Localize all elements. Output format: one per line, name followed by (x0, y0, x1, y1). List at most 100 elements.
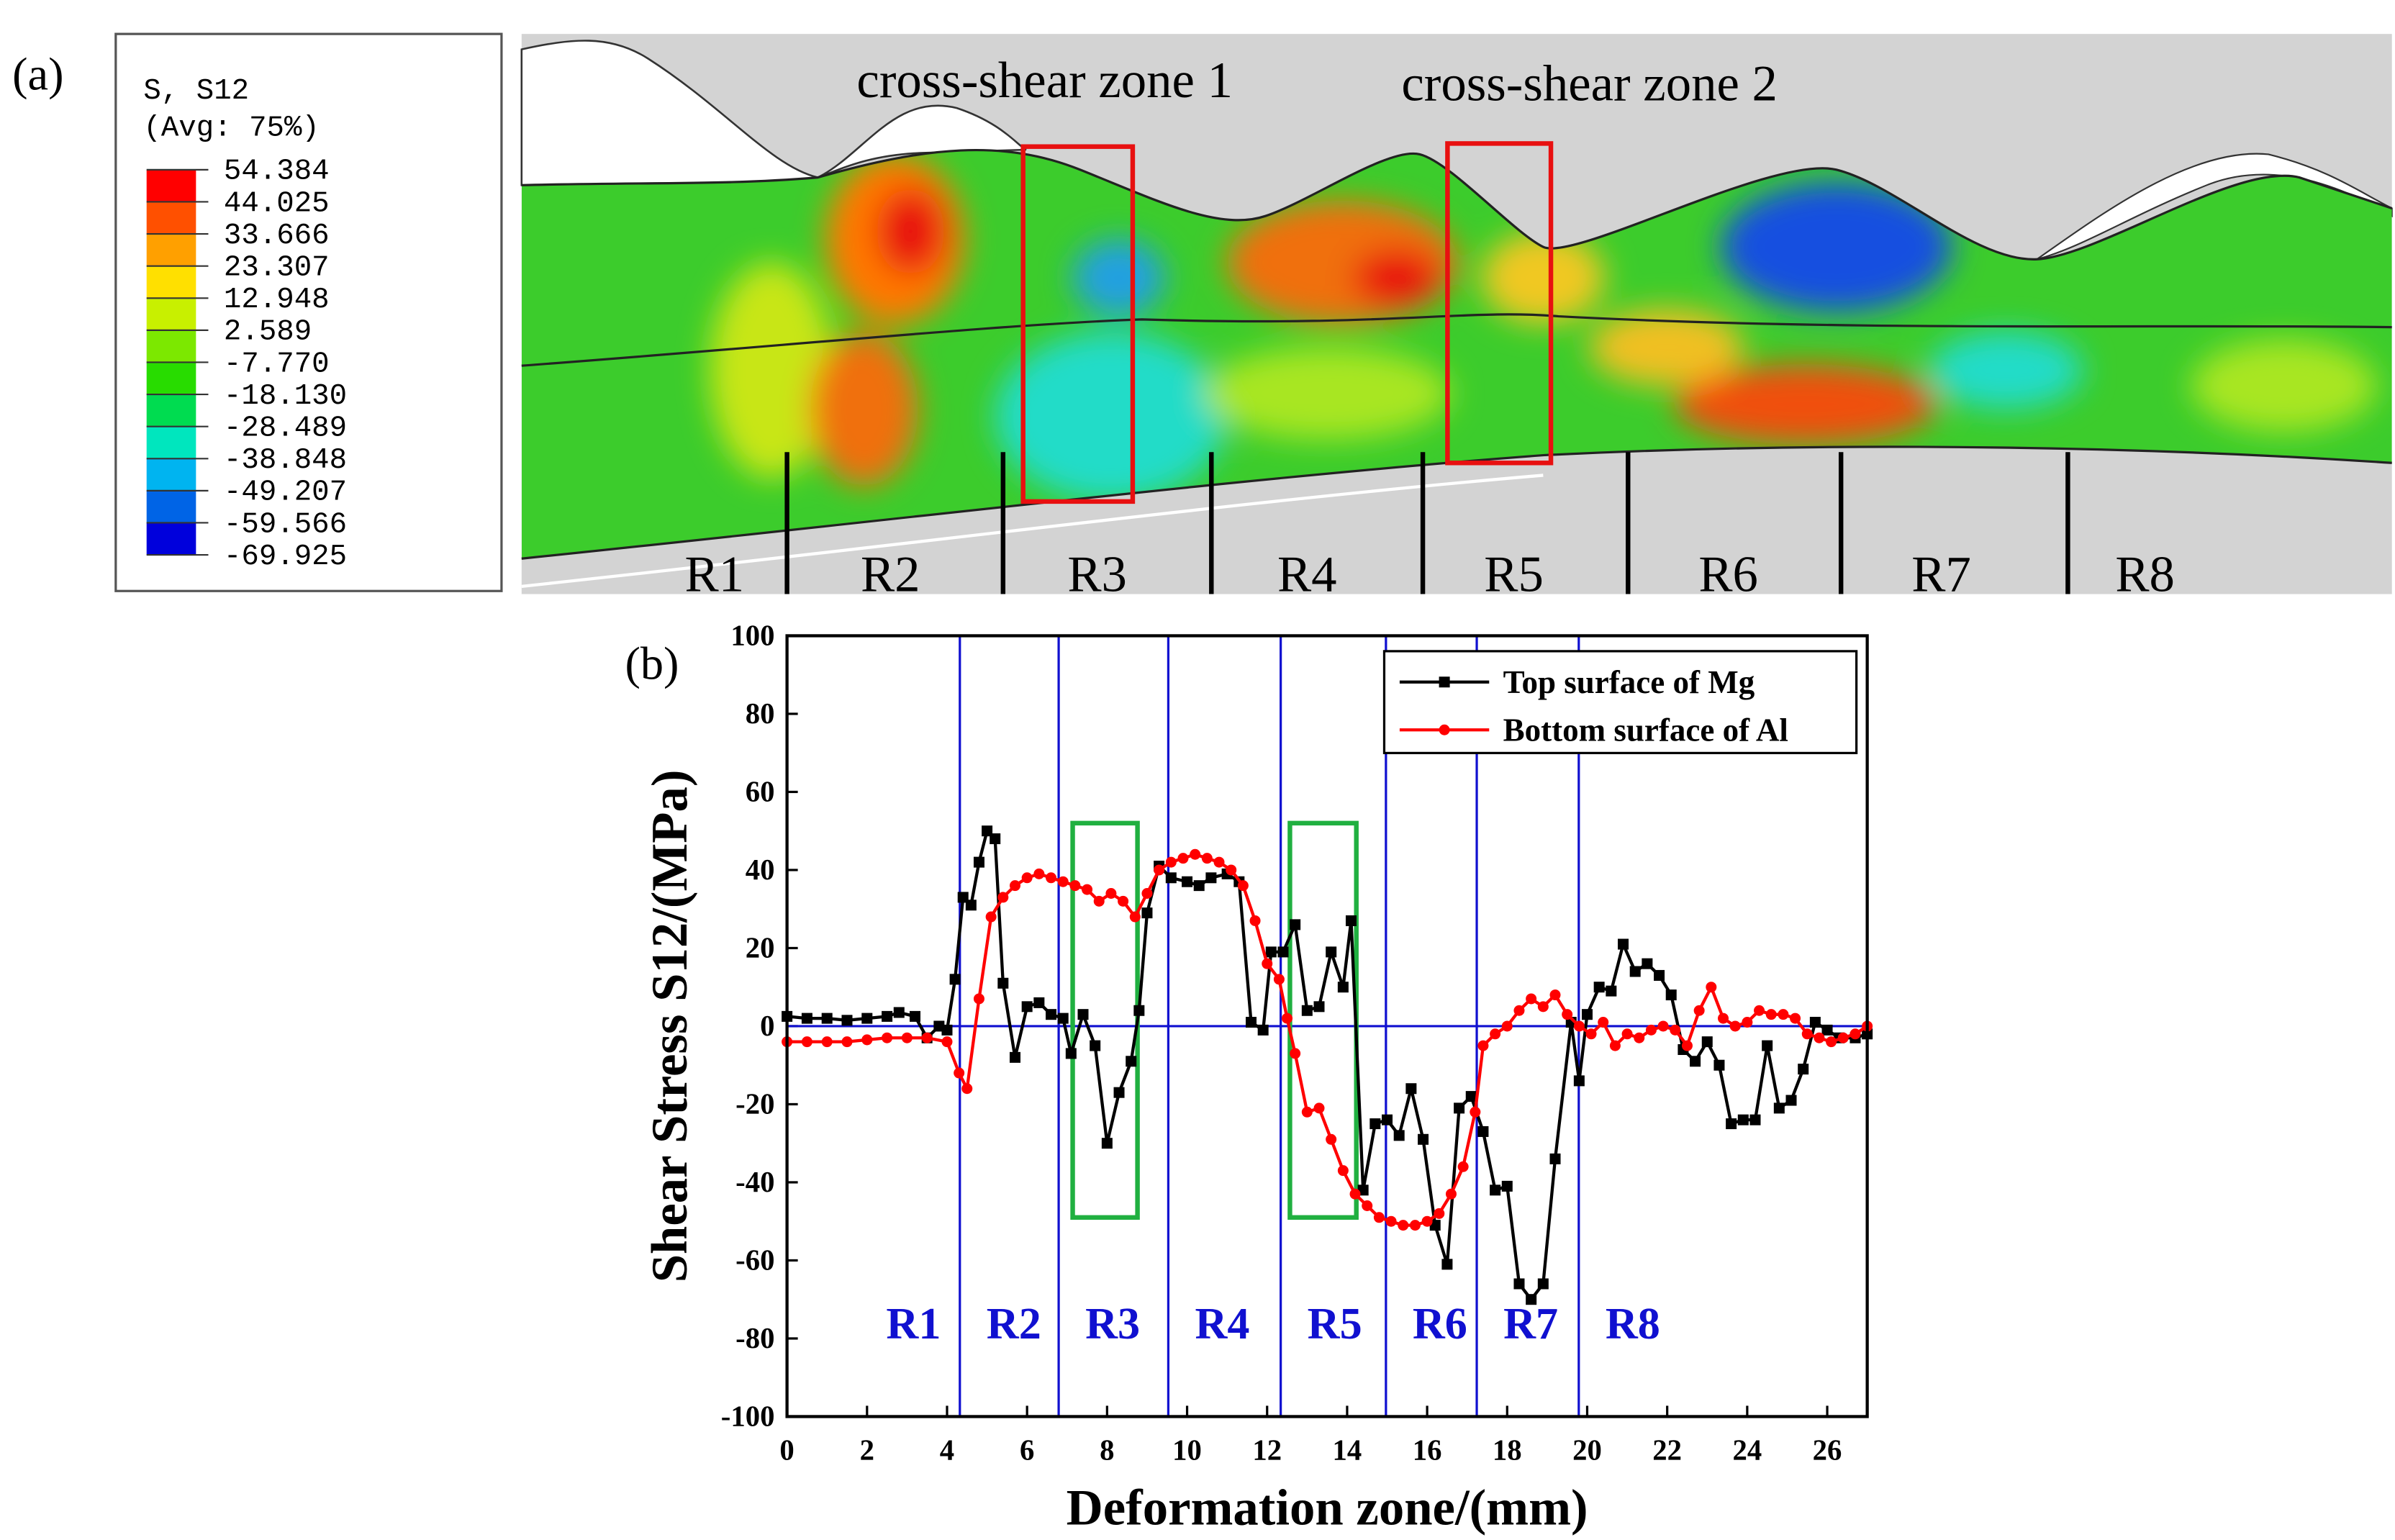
region-label: R3 (1067, 546, 1127, 602)
region-label: R8 (2115, 546, 2175, 602)
point (1065, 1048, 1077, 1059)
contour-level-label: 12.948 (224, 284, 330, 317)
point (1277, 946, 1289, 958)
point (1226, 864, 1237, 876)
point (1713, 1059, 1725, 1071)
contour-blob (710, 262, 833, 479)
x-tick-label: 4 (940, 1433, 954, 1466)
point (1717, 1013, 1729, 1024)
point (1441, 1259, 1453, 1270)
x-tick-label: 26 (1813, 1433, 1842, 1466)
point (882, 1010, 893, 1022)
contour-swatch (146, 169, 196, 202)
point (1273, 974, 1285, 985)
contour-level-label: 33.666 (224, 219, 330, 253)
contour-swatch (146, 298, 196, 330)
point (1393, 1130, 1405, 1141)
point (1133, 1005, 1145, 1016)
x-tick-label: 2 (860, 1433, 874, 1466)
point (1093, 895, 1105, 907)
point (1798, 1064, 1809, 1075)
point (1101, 1138, 1113, 1149)
contour-level-label: -59.566 (224, 508, 347, 541)
point (1057, 1013, 1069, 1024)
point (1082, 884, 1093, 895)
point (954, 1067, 965, 1079)
point (1821, 1024, 1833, 1036)
point (1470, 1106, 1481, 1118)
point (1405, 1083, 1417, 1095)
legend-marker (1439, 724, 1450, 735)
point (1665, 989, 1677, 1001)
point (961, 1083, 973, 1095)
point (882, 1032, 893, 1043)
contour-legend-subtitle: (Avg: 75%) (143, 112, 319, 145)
point (1526, 993, 1537, 1005)
point (985, 911, 997, 923)
annotation: cross-shear zone 1 (856, 53, 1233, 109)
point (861, 1013, 873, 1024)
point (1313, 1001, 1325, 1013)
point (1762, 1040, 1773, 1051)
contour-blob (1481, 231, 1606, 325)
point (1046, 1009, 1057, 1020)
point (1501, 1180, 1513, 1192)
point (1033, 997, 1045, 1008)
y-tick-label: -60 (735, 1244, 774, 1276)
point (1021, 872, 1033, 884)
point (1282, 1013, 1293, 1024)
point (1749, 1114, 1761, 1125)
point (921, 1032, 933, 1043)
x-axis-title: Deformation zone/(mm) (1067, 1480, 1588, 1536)
point (910, 1010, 921, 1022)
contour-legend-scale: 54.38444.02533.66623.30712.9482.589-7.77… (146, 155, 347, 574)
region-label: R4 (1277, 546, 1337, 602)
contour-swatch (146, 234, 196, 266)
point (1526, 1294, 1537, 1305)
point (1501, 1020, 1513, 1032)
region-label: R7 (1503, 1300, 1558, 1349)
point (901, 1032, 913, 1043)
point (1369, 1118, 1381, 1130)
point (1737, 1114, 1749, 1125)
point (1290, 1048, 1301, 1059)
contour-blob (876, 188, 945, 275)
contour-legend-title: S, S12 (143, 75, 249, 108)
y-tick-label: 0 (760, 1010, 774, 1042)
contour-blob (1203, 347, 1451, 440)
point (1785, 1095, 1797, 1106)
y-tick-label: 20 (746, 931, 775, 964)
point (1434, 1208, 1445, 1219)
contour-blob (995, 332, 1227, 502)
point (861, 1034, 873, 1046)
point (1585, 1028, 1597, 1040)
y-tick-label: 80 (746, 697, 775, 730)
x-tick-label: 10 (1172, 1433, 1202, 1466)
point (1773, 1102, 1785, 1114)
region-label: R8 (1606, 1300, 1660, 1349)
point (1537, 1278, 1549, 1290)
point (1349, 1188, 1361, 1200)
point (1126, 1056, 1137, 1067)
point (1301, 1106, 1313, 1118)
point (1742, 1017, 1753, 1028)
point (1606, 985, 1617, 997)
point (1177, 853, 1189, 864)
region-label: R7 (1911, 546, 1971, 602)
point (1213, 856, 1225, 868)
y-tick-label: -80 (735, 1322, 774, 1354)
y-tick-label: -20 (735, 1087, 774, 1120)
x-tick-label: 24 (1732, 1433, 1762, 1466)
contour-blob (1353, 250, 1440, 306)
contour-level-label: 2.589 (224, 316, 312, 349)
contour-blob (810, 332, 918, 486)
point (1477, 1040, 1489, 1051)
point (1249, 915, 1261, 926)
contour-blob (1929, 332, 2083, 409)
point (1190, 848, 1201, 860)
point (1850, 1028, 1861, 1040)
point (1809, 1017, 1821, 1028)
point (1326, 946, 1337, 958)
point (1057, 876, 1069, 887)
x-tick-label: 22 (1652, 1433, 1682, 1466)
